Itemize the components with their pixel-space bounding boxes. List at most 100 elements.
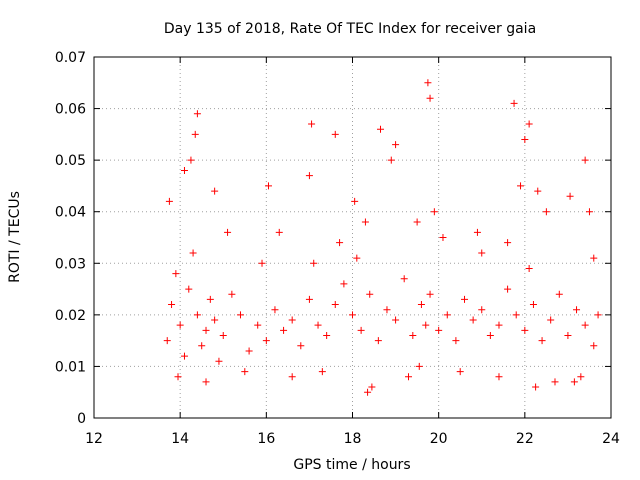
data-point bbox=[264, 182, 272, 190]
data-point bbox=[271, 306, 279, 314]
data-point bbox=[357, 326, 365, 334]
data-point bbox=[305, 172, 313, 180]
data-point bbox=[581, 321, 589, 329]
x-tick-label: 18 bbox=[344, 431, 362, 447]
data-point bbox=[383, 306, 391, 314]
data-point bbox=[215, 357, 223, 365]
data-point bbox=[245, 347, 253, 355]
y-tick-label: 0.06 bbox=[55, 102, 86, 118]
axis-ticks bbox=[93, 56, 612, 419]
tick-labels: 12 14 16 18 20 22 24 0 0.01 0.02 0.03 0.04 0.05 0.06 0… bbox=[55, 50, 620, 447]
data-point bbox=[577, 373, 585, 381]
data-point bbox=[495, 321, 503, 329]
data-point bbox=[392, 141, 400, 149]
data-point bbox=[495, 373, 503, 381]
y-tick-label: 0.04 bbox=[55, 205, 86, 221]
data-point bbox=[570, 378, 578, 386]
data-points bbox=[163, 79, 602, 396]
data-point bbox=[534, 187, 542, 195]
data-point bbox=[377, 125, 385, 133]
data-point bbox=[191, 130, 199, 138]
data-point bbox=[504, 239, 512, 247]
data-point bbox=[310, 259, 318, 267]
data-point bbox=[512, 311, 520, 319]
data-point bbox=[349, 311, 356, 319]
data-point bbox=[590, 254, 598, 262]
data-point bbox=[452, 337, 460, 345]
data-point bbox=[202, 326, 210, 334]
data-point bbox=[241, 368, 249, 376]
data-point bbox=[443, 311, 451, 319]
data-point bbox=[387, 156, 395, 164]
data-point bbox=[422, 321, 430, 329]
data-point bbox=[426, 290, 434, 298]
data-point bbox=[314, 321, 322, 329]
data-point bbox=[400, 275, 408, 283]
data-point bbox=[297, 342, 305, 350]
data-point bbox=[478, 306, 486, 314]
data-point bbox=[172, 270, 180, 278]
data-point bbox=[275, 228, 283, 236]
y-tick-label: 0.05 bbox=[55, 153, 86, 169]
data-point bbox=[176, 321, 184, 329]
y-tick-label: 0.01 bbox=[55, 359, 86, 375]
data-point bbox=[590, 342, 598, 350]
x-axis-label: GPS time / hours bbox=[293, 457, 410, 473]
data-point bbox=[258, 259, 266, 267]
data-point bbox=[168, 301, 176, 309]
data-point bbox=[486, 331, 494, 339]
data-point bbox=[581, 156, 589, 164]
data-point bbox=[331, 301, 339, 309]
data-point bbox=[417, 301, 425, 309]
data-point bbox=[594, 311, 602, 319]
data-point bbox=[202, 378, 210, 386]
data-point bbox=[366, 290, 374, 298]
x-tick-label: 14 bbox=[171, 431, 189, 447]
data-point bbox=[288, 373, 296, 381]
x-tick-label: 20 bbox=[430, 431, 448, 447]
y-tick-label: 0.02 bbox=[55, 308, 86, 324]
data-point bbox=[469, 316, 477, 324]
data-point bbox=[174, 373, 182, 381]
data-point bbox=[336, 239, 344, 247]
y-tick-label: 0 bbox=[77, 411, 86, 427]
data-point bbox=[193, 311, 201, 319]
data-point bbox=[185, 285, 193, 293]
data-point bbox=[409, 331, 417, 339]
data-point bbox=[510, 99, 518, 107]
data-point bbox=[424, 79, 432, 87]
data-point bbox=[430, 208, 438, 216]
data-point bbox=[566, 192, 574, 200]
data-point bbox=[405, 373, 413, 381]
data-point bbox=[504, 285, 512, 293]
data-point bbox=[228, 290, 236, 298]
data-point bbox=[351, 197, 359, 205]
x-tick-label: 12 bbox=[85, 431, 103, 447]
data-point bbox=[525, 120, 533, 128]
y-tick-label: 0.03 bbox=[55, 256, 86, 272]
chart-title: Day 135 of 2018, Rate Of TEC Index for r… bbox=[164, 21, 536, 37]
data-point bbox=[323, 331, 331, 339]
data-point bbox=[461, 295, 469, 303]
data-point bbox=[308, 120, 316, 128]
data-point bbox=[555, 290, 563, 298]
data-point bbox=[361, 218, 369, 226]
data-point bbox=[236, 311, 244, 319]
data-point bbox=[478, 249, 486, 257]
data-point bbox=[547, 316, 555, 324]
data-point bbox=[280, 326, 288, 334]
data-point bbox=[368, 383, 376, 391]
data-point bbox=[538, 337, 546, 345]
data-point bbox=[180, 352, 188, 360]
data-point bbox=[364, 388, 372, 396]
y-axis-label: ROTI / TECUs bbox=[7, 191, 23, 283]
data-point bbox=[163, 337, 171, 345]
data-point bbox=[573, 306, 581, 314]
data-point bbox=[165, 197, 173, 205]
data-point bbox=[529, 301, 537, 309]
data-point bbox=[439, 234, 447, 241]
data-point bbox=[413, 218, 421, 226]
data-point bbox=[288, 316, 296, 324]
data-point bbox=[374, 337, 382, 345]
data-point bbox=[340, 280, 348, 288]
